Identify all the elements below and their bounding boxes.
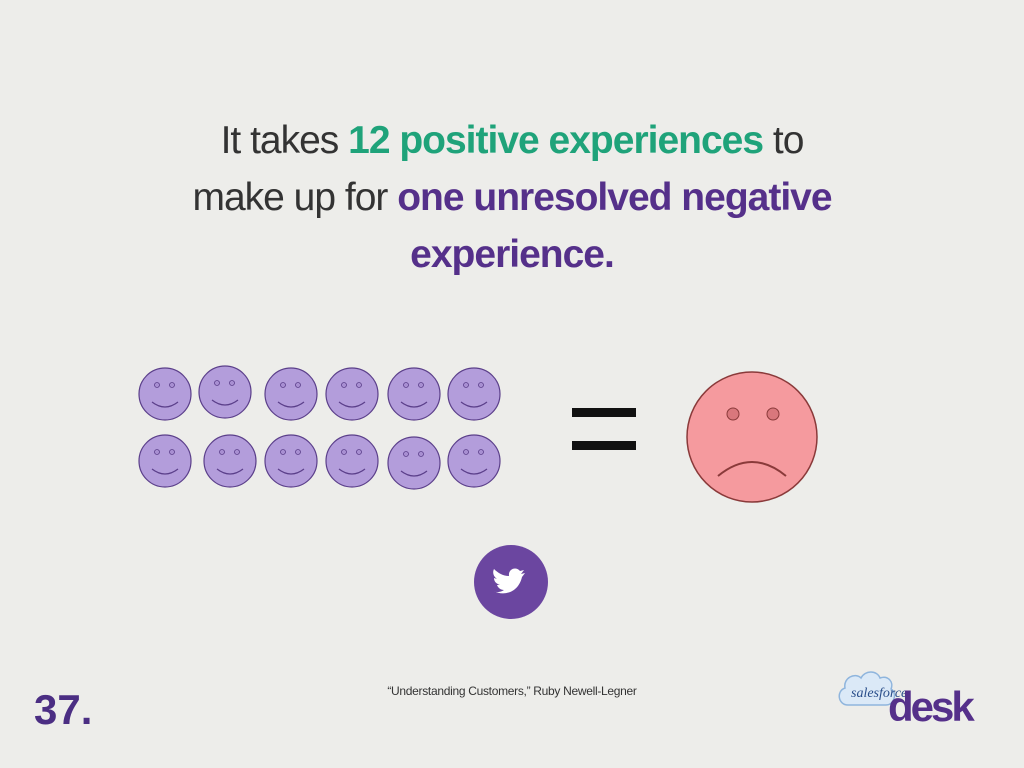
happy-faces bbox=[138, 365, 501, 490]
logo-product: desk bbox=[888, 683, 975, 730]
happy-face bbox=[203, 434, 257, 488]
happy-face bbox=[325, 434, 379, 488]
headline-segment: experience. bbox=[410, 233, 615, 276]
sad-face bbox=[686, 371, 818, 503]
happy-face bbox=[138, 367, 192, 421]
headline-segment: 12 positive experiences bbox=[348, 119, 764, 162]
headline-segment: It takes bbox=[220, 119, 349, 162]
happy-face bbox=[447, 434, 501, 488]
happy-face bbox=[198, 365, 252, 419]
citation: “Understanding Customers,” Ruby Newell-L… bbox=[387, 684, 637, 698]
equals-bar bbox=[572, 441, 636, 450]
headline-segment: to bbox=[763, 119, 805, 162]
happy-face bbox=[387, 436, 441, 490]
equals-bar bbox=[572, 408, 636, 417]
happy-face bbox=[447, 367, 501, 421]
happy-face bbox=[138, 434, 192, 488]
headline-segment: make up for bbox=[192, 176, 398, 219]
happy-face bbox=[325, 367, 379, 421]
happy-face bbox=[264, 367, 318, 421]
twitter-button[interactable] bbox=[474, 545, 548, 619]
logo-cloud bbox=[838, 671, 896, 706]
happy-face bbox=[387, 367, 441, 421]
slide-number: 37. bbox=[34, 686, 93, 733]
headline: It takes 12 positive experiences to make … bbox=[112, 112, 912, 283]
logo-brand: salesforce bbox=[851, 686, 908, 701]
headline-segment: one unresolved negative bbox=[397, 176, 832, 219]
happy-face bbox=[264, 434, 318, 488]
